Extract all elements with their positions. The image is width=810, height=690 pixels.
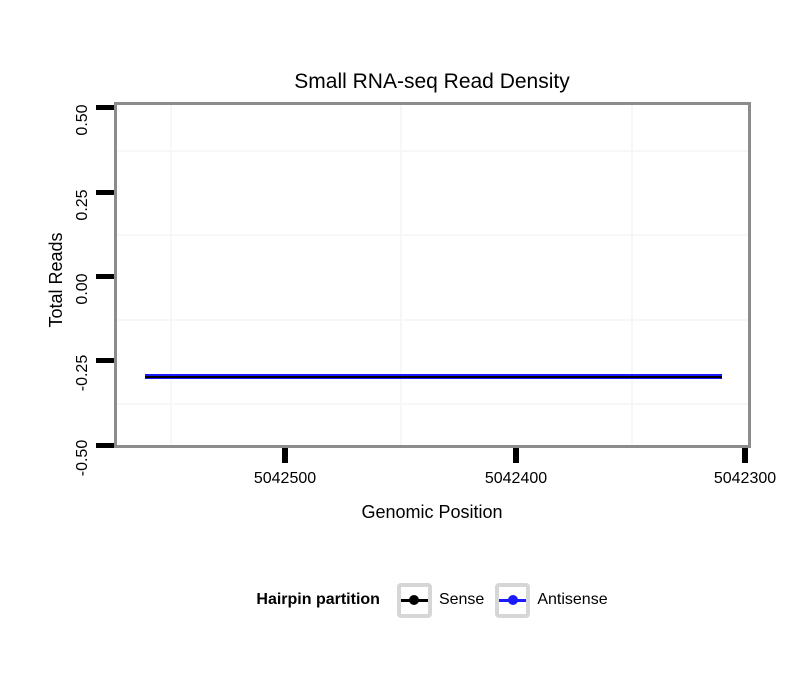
y-axis-tick xyxy=(96,443,114,448)
minor-gridline-horizontal xyxy=(117,319,748,321)
x-tick-label: 5042300 xyxy=(713,470,777,487)
minor-gridline-vertical xyxy=(170,105,172,445)
y-axis-tick xyxy=(96,358,114,363)
minor-gridline-vertical xyxy=(631,105,633,445)
legend-title: Hairpin partition xyxy=(256,591,380,608)
legend-label-antisense: Antisense xyxy=(537,591,608,608)
y-axis-tick xyxy=(96,190,114,195)
sense-point-icon xyxy=(409,595,420,605)
minor-gridline-horizontal xyxy=(117,150,748,152)
legend-key-sense xyxy=(396,582,432,618)
minor-gridline-vertical xyxy=(400,105,402,445)
legend-label-sense: Sense xyxy=(438,591,485,608)
y-tick-label: 0.50 xyxy=(74,104,91,136)
y-tick-label: 0.25 xyxy=(74,189,91,221)
x-axis-tick xyxy=(513,448,519,463)
y-tick-label: -0.50 xyxy=(74,439,91,477)
plot-panel xyxy=(114,102,751,448)
x-axis-title: Genomic Position xyxy=(361,502,503,522)
minor-gridline-horizontal xyxy=(117,234,748,236)
sense-series-line xyxy=(145,375,722,378)
y-axis-tick xyxy=(96,105,114,110)
y-tick-label: 0.00 xyxy=(74,273,91,305)
minor-gridline-horizontal xyxy=(117,403,748,405)
x-axis-tick xyxy=(282,448,288,463)
chart-title: Small RNA-seq Read Density xyxy=(294,70,570,93)
y-axis-tick xyxy=(96,274,114,279)
x-axis-tick xyxy=(742,448,748,463)
y-tick-label: -0.25 xyxy=(74,354,91,392)
antisense-point-icon xyxy=(507,595,518,605)
legend-key-antisense xyxy=(495,582,531,618)
legend: Hairpin partition Sense Antisense xyxy=(117,578,747,622)
x-tick-label: 5042500 xyxy=(253,470,317,487)
x-tick-label: 5042400 xyxy=(484,470,548,487)
y-axis-title: Total Reads xyxy=(45,232,66,328)
